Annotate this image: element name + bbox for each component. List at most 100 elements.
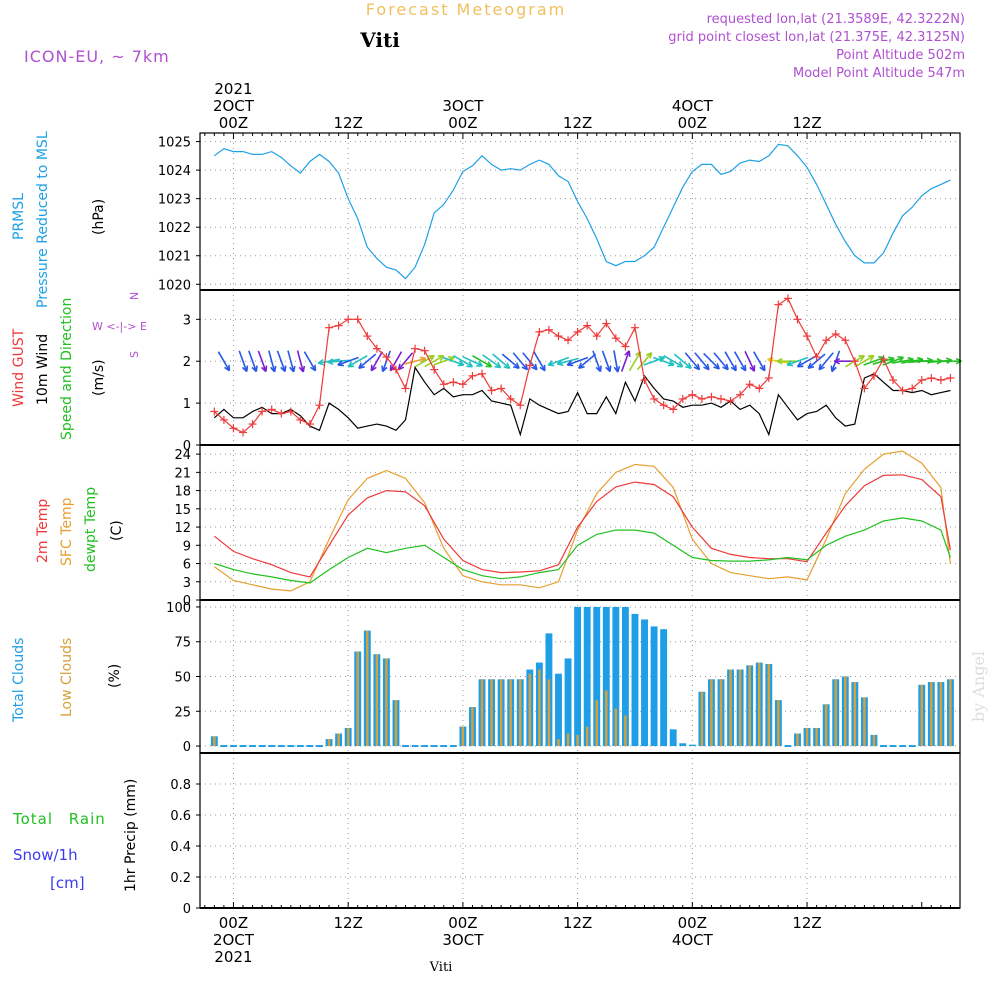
cloud-low-bar (853, 682, 857, 747)
wind-direction-arrow (512, 352, 529, 371)
cloud-total-bar (650, 626, 658, 747)
cloud-total-bar (258, 745, 266, 748)
cloud-low-bar (815, 727, 818, 747)
cloud-low-bar (614, 708, 618, 747)
cloud-low-bar (337, 733, 340, 747)
wind-direction-arrow (703, 352, 720, 370)
cloud-low-bar (461, 726, 465, 747)
wind-direction-arrow (462, 355, 484, 367)
cloud-low-bar (930, 682, 933, 747)
wind-gust-marker (420, 346, 429, 355)
y-tick-label: 15 (174, 503, 191, 518)
y-tick-label: 2 (183, 355, 191, 370)
wind-gust-marker (688, 390, 697, 399)
cloud-low-bar (595, 700, 598, 747)
wind-gust-marker (669, 405, 678, 414)
cloud-total-bar (583, 606, 591, 747)
wind-gust-marker (391, 365, 400, 374)
y-tick-label: 24 (174, 448, 191, 463)
wind-gust-marker (458, 380, 467, 389)
cloud-low-bar (805, 727, 809, 747)
cloud-low-bar (519, 679, 522, 747)
model-name: ICON-EU, ~ 7km (24, 47, 170, 66)
wind-gust-marker (707, 392, 716, 401)
wind-gust-marker (650, 394, 659, 403)
wind-gust-marker (497, 384, 506, 393)
cloud-low-bar (213, 736, 216, 747)
precip-label: 1hr Precip (mm) (123, 779, 139, 892)
x-tick-label-bottom: 00Z (678, 914, 707, 932)
cloud-total-bar (564, 658, 572, 747)
cloud-low-bar (385, 658, 388, 747)
wind-gust-marker (296, 415, 305, 424)
x-tick-label-bottom: 12Z (563, 914, 592, 932)
cloud-low-bar (509, 679, 512, 747)
wind-gust-marker (334, 321, 343, 330)
cloud-total-bar (316, 745, 323, 748)
wind-gust-marker (258, 407, 267, 416)
wind-gust-marker (267, 405, 276, 414)
wind-gust-marker (372, 344, 381, 353)
wind-direction-arrow (303, 351, 317, 372)
wind-gust-marker (640, 376, 649, 385)
y-tick-label: 25 (174, 705, 191, 720)
y-tick-label: 1 (183, 397, 191, 412)
cloud-low-bar (767, 663, 771, 747)
cloud-low-bar (863, 697, 866, 747)
x-tick-label-top: 2OCT (213, 97, 255, 115)
wind-gust-marker (936, 376, 945, 385)
cloud-total-bar (239, 745, 247, 748)
wind-gust-marker (736, 390, 745, 399)
wind-gust-marker (248, 420, 257, 429)
wind-gust-marker (793, 315, 802, 324)
cloud-low-bar (710, 679, 713, 747)
wind-direction-arrow (601, 350, 612, 373)
wind-direction-arrow (653, 356, 675, 367)
x-tick-label-top: 4OCT (672, 97, 714, 115)
cloud-total-bar (602, 606, 610, 747)
wind-direction-arrow (547, 356, 570, 367)
cloud-low-bar (375, 654, 379, 747)
sfc-temp-line (213, 450, 951, 592)
wind-label: 10m Wind (35, 334, 51, 405)
x-tick-label-top: 12Z (563, 114, 592, 132)
pressure-label-2: Pressure Reduced to MSL (35, 131, 51, 308)
cloud-total-bar (421, 745, 429, 748)
wind-gust-marker (401, 384, 410, 393)
wind-gust-marker (812, 353, 821, 362)
x-tick-label-bottom: 4OCT (672, 931, 714, 949)
wind-direction-arrow (620, 350, 631, 372)
rain-label: Total Rain (12, 810, 106, 828)
cloud-low-bar (528, 673, 532, 747)
y-tick-label: 50 (174, 671, 191, 686)
cloud-low-bar (538, 669, 541, 747)
wind-gust-marker (535, 327, 544, 336)
wind-gust-marker (286, 407, 295, 416)
cloud-low-bar (585, 726, 589, 747)
y-tick-label: 9 (183, 539, 191, 554)
x-tick-label-top: 2021 (214, 80, 252, 98)
cloud-total-bar (908, 745, 916, 748)
wind-gust-marker (831, 329, 840, 338)
cloud-total-bar (612, 606, 620, 747)
wind-gust-marker (344, 315, 353, 324)
x-tick-label-top: 00Z (678, 114, 707, 132)
wind-direction-arrow (713, 352, 729, 371)
y-tick-label: 0.4 (170, 840, 191, 855)
wind-gust-marker (439, 380, 448, 389)
cloud-low-bar (327, 739, 331, 747)
wind-gust-marker (506, 394, 515, 403)
snow-label: Snow/1h (13, 846, 78, 864)
footer-location: Viti (429, 960, 453, 975)
wind-direction-arrow (327, 358, 350, 366)
wind-gust-marker (564, 336, 573, 345)
y-tick-label: 6 (183, 558, 191, 573)
cloud-low-bar (499, 679, 503, 747)
wind-gust-marker (219, 415, 228, 424)
cloud-low-bar (719, 679, 723, 747)
cloud-low-bar (748, 665, 751, 747)
wind-gust-marker (755, 384, 764, 393)
wind-direction-arrow (337, 356, 359, 367)
wind-direction-arrow (501, 353, 520, 370)
wind-gust-marker (879, 355, 888, 364)
